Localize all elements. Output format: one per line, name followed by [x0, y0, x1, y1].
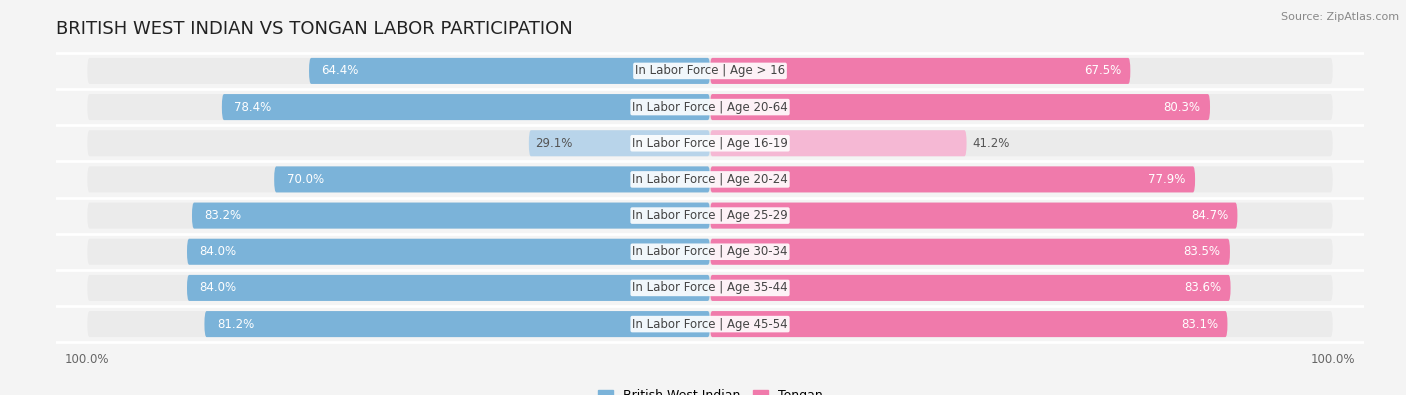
FancyBboxPatch shape	[87, 94, 1333, 120]
Text: Source: ZipAtlas.com: Source: ZipAtlas.com	[1281, 12, 1399, 22]
FancyBboxPatch shape	[87, 130, 1333, 156]
Text: In Labor Force | Age 20-24: In Labor Force | Age 20-24	[633, 173, 787, 186]
FancyBboxPatch shape	[87, 166, 1333, 192]
Text: 41.2%: 41.2%	[973, 137, 1010, 150]
FancyBboxPatch shape	[309, 58, 710, 84]
FancyBboxPatch shape	[87, 311, 1333, 337]
Text: 70.0%: 70.0%	[287, 173, 323, 186]
Text: 83.5%: 83.5%	[1184, 245, 1220, 258]
Legend: British West Indian, Tongan: British West Indian, Tongan	[593, 384, 827, 395]
FancyBboxPatch shape	[274, 166, 710, 192]
FancyBboxPatch shape	[710, 166, 1195, 192]
FancyBboxPatch shape	[87, 275, 1333, 301]
FancyBboxPatch shape	[222, 94, 710, 120]
FancyBboxPatch shape	[87, 58, 1333, 84]
FancyBboxPatch shape	[204, 311, 710, 337]
FancyBboxPatch shape	[193, 203, 710, 229]
Text: 83.1%: 83.1%	[1181, 318, 1218, 331]
Text: 84.7%: 84.7%	[1191, 209, 1227, 222]
FancyBboxPatch shape	[529, 130, 710, 156]
Text: 80.3%: 80.3%	[1164, 101, 1201, 114]
FancyBboxPatch shape	[87, 203, 1333, 229]
FancyBboxPatch shape	[187, 239, 710, 265]
Text: In Labor Force | Age 25-29: In Labor Force | Age 25-29	[633, 209, 787, 222]
FancyBboxPatch shape	[710, 58, 1130, 84]
FancyBboxPatch shape	[710, 275, 1230, 301]
Text: 83.6%: 83.6%	[1184, 281, 1222, 294]
FancyBboxPatch shape	[710, 311, 1227, 337]
Text: 78.4%: 78.4%	[235, 101, 271, 114]
Text: 83.2%: 83.2%	[204, 209, 242, 222]
Text: In Labor Force | Age 30-34: In Labor Force | Age 30-34	[633, 245, 787, 258]
FancyBboxPatch shape	[710, 94, 1211, 120]
Text: 81.2%: 81.2%	[217, 318, 254, 331]
Text: In Labor Force | Age 35-44: In Labor Force | Age 35-44	[633, 281, 787, 294]
FancyBboxPatch shape	[87, 239, 1333, 265]
Text: In Labor Force | Age > 16: In Labor Force | Age > 16	[636, 64, 785, 77]
Text: 29.1%: 29.1%	[536, 137, 572, 150]
FancyBboxPatch shape	[710, 239, 1230, 265]
FancyBboxPatch shape	[710, 130, 966, 156]
Text: In Labor Force | Age 45-54: In Labor Force | Age 45-54	[633, 318, 787, 331]
Text: 64.4%: 64.4%	[322, 64, 359, 77]
Text: BRITISH WEST INDIAN VS TONGAN LABOR PARTICIPATION: BRITISH WEST INDIAN VS TONGAN LABOR PART…	[56, 19, 574, 38]
Text: In Labor Force | Age 20-64: In Labor Force | Age 20-64	[633, 101, 787, 114]
Text: 84.0%: 84.0%	[200, 281, 236, 294]
Text: 84.0%: 84.0%	[200, 245, 236, 258]
Text: 67.5%: 67.5%	[1084, 64, 1121, 77]
Text: 77.9%: 77.9%	[1149, 173, 1185, 186]
FancyBboxPatch shape	[187, 275, 710, 301]
Text: In Labor Force | Age 16-19: In Labor Force | Age 16-19	[633, 137, 787, 150]
FancyBboxPatch shape	[710, 203, 1237, 229]
